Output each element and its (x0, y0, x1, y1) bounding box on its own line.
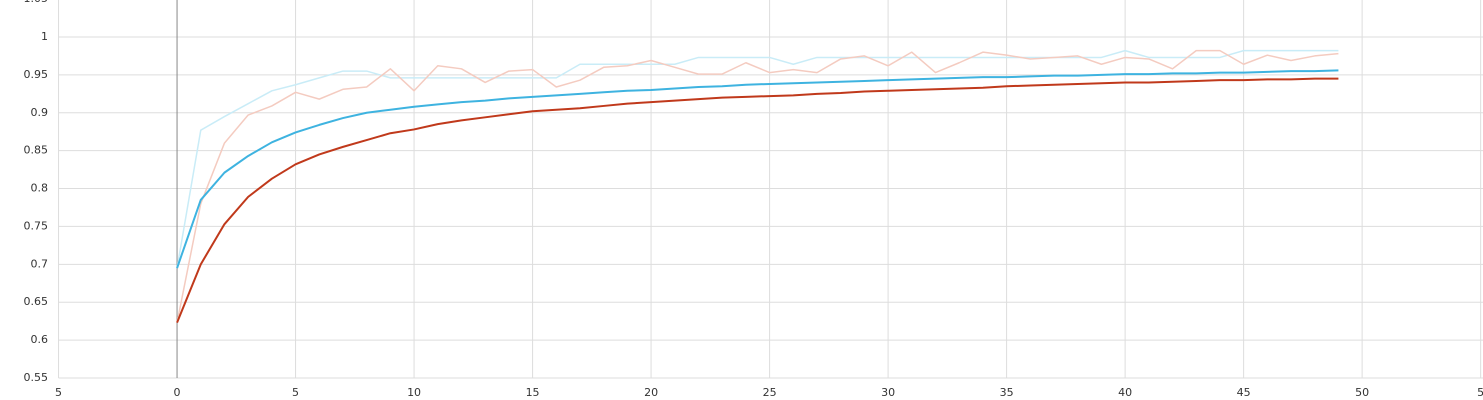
x-tick-label: 50 (1355, 386, 1369, 399)
y-tick-label: 0.75 (24, 219, 49, 232)
x-tick-label: 35 (1000, 386, 1014, 399)
x-tick-label: 0 (174, 386, 181, 399)
series-line (176, 69, 1339, 269)
x-tick-label: 5 (292, 386, 299, 399)
x-tick-label: 40 (1118, 386, 1132, 399)
x-tick-label: 5 (1477, 386, 1483, 399)
y-tick-label: 0.55 (24, 371, 49, 384)
y-tick-label: 0.8 (31, 182, 49, 195)
y-tick-label: 0.7 (31, 257, 49, 270)
x-tick-label: 5 (55, 386, 62, 399)
y-tick-label: 0.65 (24, 295, 49, 308)
y-tick-label: 0.6 (31, 333, 49, 346)
x-tick-label: 15 (526, 386, 540, 399)
series-line (176, 77, 1339, 324)
x-tick-label: 10 (407, 386, 421, 399)
series-line (176, 49, 1339, 269)
y-tick-label: 1 (41, 30, 48, 43)
y-tick-label: 1.05 (24, 0, 49, 5)
x-tick-label: 45 (1237, 386, 1251, 399)
y-tick-label: 0.85 (24, 144, 49, 157)
x-tick-label: 25 (763, 386, 777, 399)
x-tick-label: 30 (881, 386, 895, 399)
y-tick-label: 0.95 (24, 68, 49, 81)
x-tick-label: 20 (644, 386, 658, 399)
y-tick-label: 0.9 (31, 106, 49, 119)
series-line (176, 49, 1339, 323)
